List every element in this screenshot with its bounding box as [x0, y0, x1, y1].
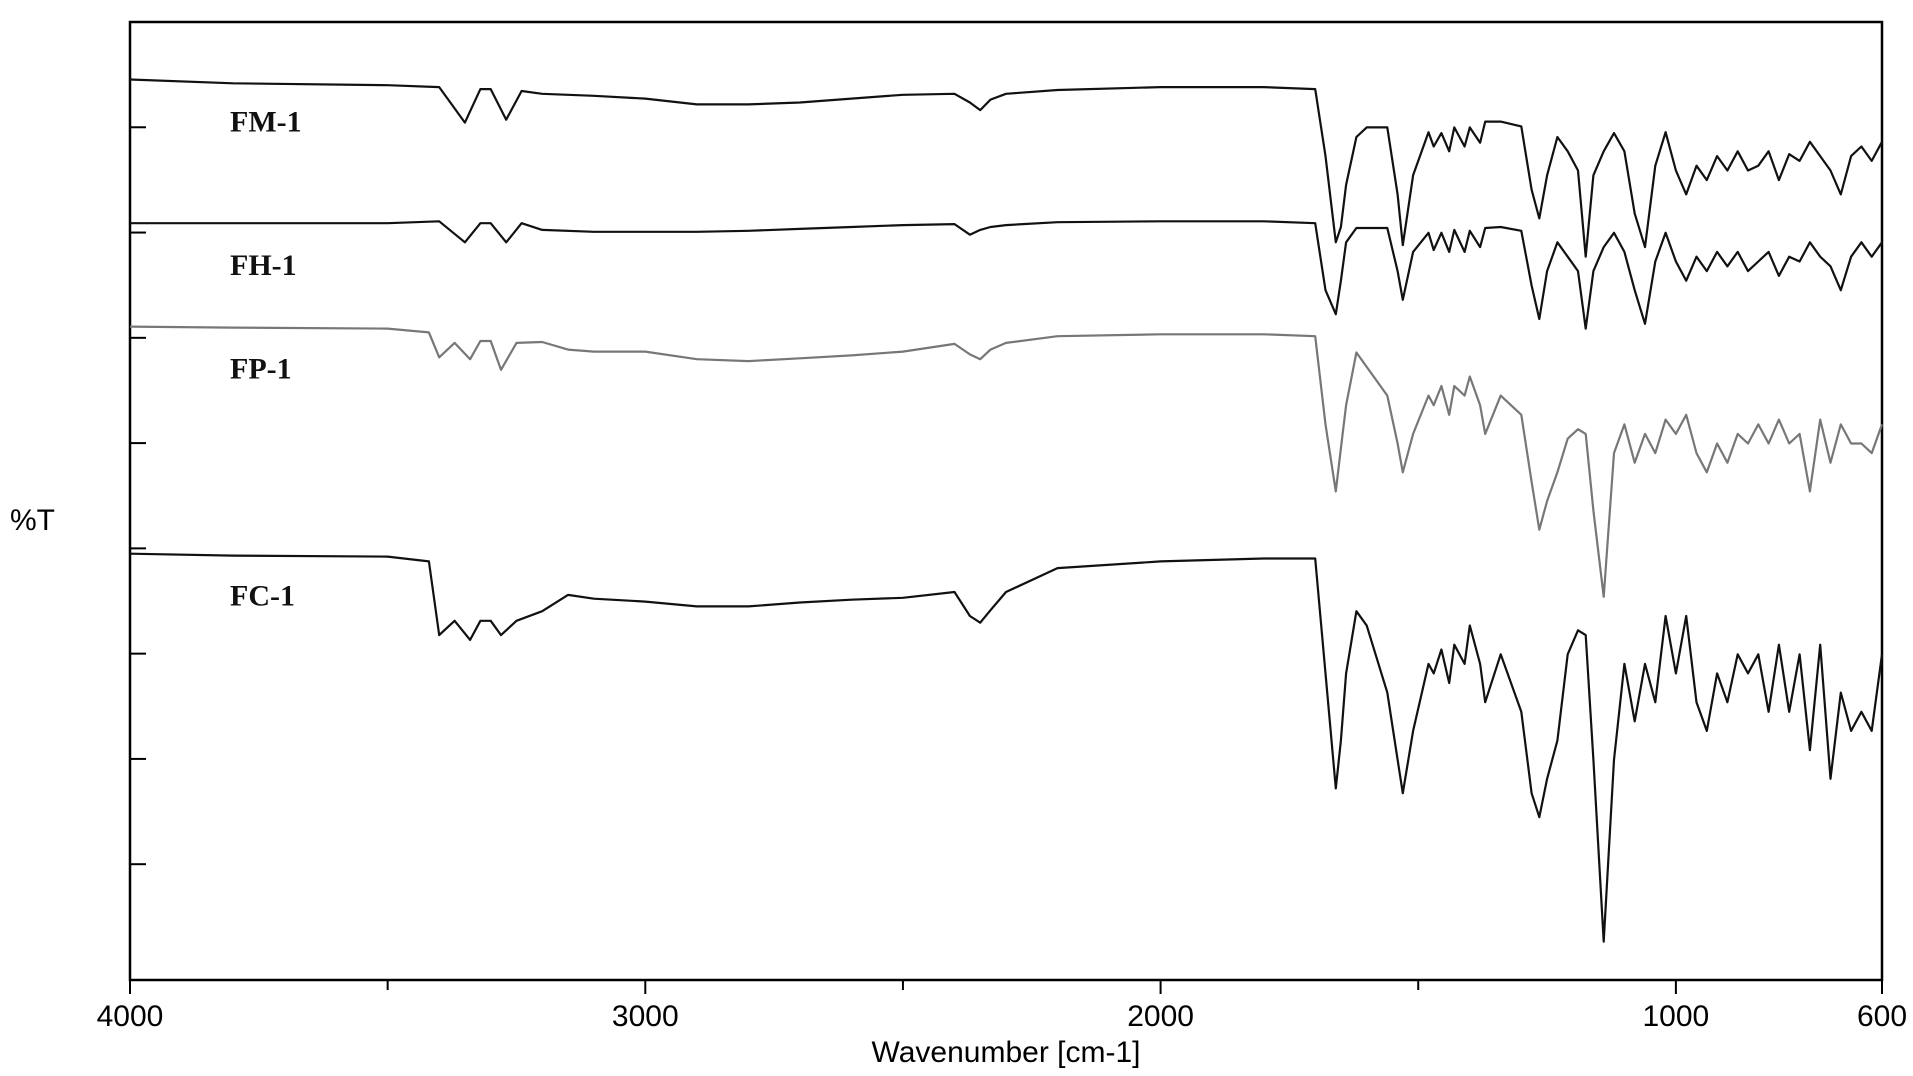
series-line-fm-1: [129, 78, 1883, 258]
x-axis-title: Wavenumber [cm-1]: [872, 1036, 1141, 1069]
x-tick-label-2000: 2000: [1127, 1000, 1194, 1033]
series-label-fc-1: FC-1: [230, 580, 295, 613]
series-line-fp-1: [129, 325, 1884, 598]
labels-layer: FM-1 FH-1 FP-1 FC-1: [230, 105, 302, 612]
series-line-fc-1: [129, 552, 1884, 943]
series-label-fh-1: FH-1: [230, 249, 297, 282]
series-label-fm-1: FM-1: [230, 105, 302, 138]
x-tick-label-600: 600: [1857, 1000, 1907, 1033]
axis-ticks: 4000 3000 2000 1000 600: [97, 126, 1907, 1033]
x-tick-label-1000: 1000: [1643, 1000, 1710, 1033]
series-line-fh-1: [130, 220, 1883, 330]
x-tick-label-4000: 4000: [97, 1000, 164, 1033]
x-tick-label-3000: 3000: [612, 1000, 679, 1033]
series-layer: [129, 78, 1884, 943]
plot-frame: [128, 20, 1884, 982]
y-axis-title: %T: [10, 504, 55, 537]
series-label-fp-1: FP-1: [230, 353, 292, 386]
